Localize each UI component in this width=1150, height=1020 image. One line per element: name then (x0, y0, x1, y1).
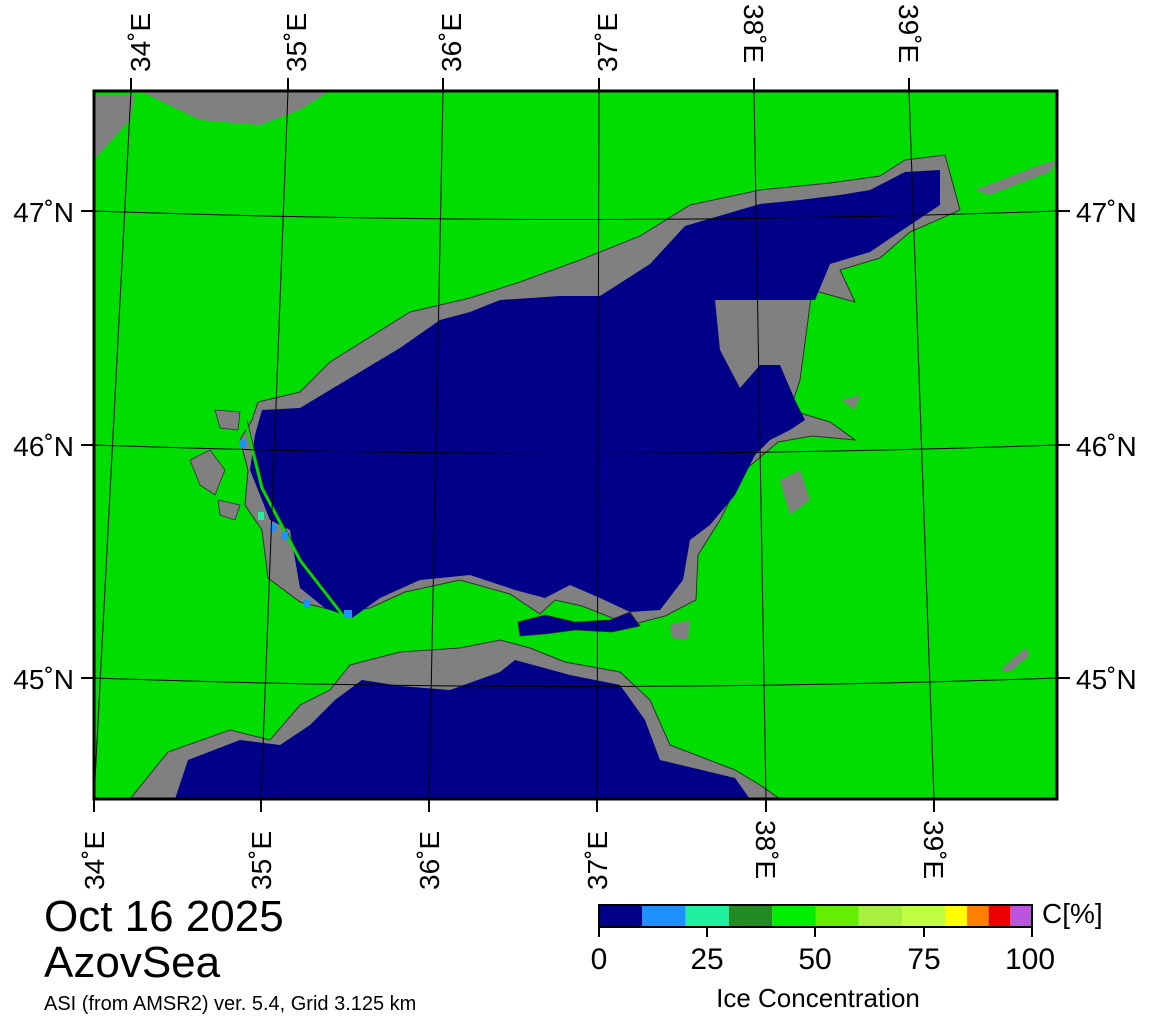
bottom-lon-label: 35˚E (246, 831, 277, 890)
colorbar-tick-label: 100 (1004, 943, 1056, 976)
azov-sea-water (250, 170, 940, 618)
product-description: ASI (from AMSR2) ver. 5.4, Grid 3.125 km (44, 993, 417, 1015)
top-lon-label: 37˚E (592, 13, 623, 72)
parallel-46 (94, 444, 1057, 454)
arabat-spit (243, 419, 347, 619)
colorbar-segment (902, 905, 946, 927)
colorbar-segment (599, 905, 643, 927)
meridian-39 (908, 91, 935, 799)
colorbar-tick-label: 25 (690, 943, 724, 976)
colorbar-segment (945, 905, 968, 927)
bottom-lon-label: 37˚E (582, 831, 613, 890)
graticule (94, 91, 1057, 799)
meridian-34 (94, 91, 132, 799)
colorbar-segment (815, 905, 859, 927)
colorbar-segment (1010, 905, 1032, 927)
colorbar-segment (772, 905, 816, 927)
kerch-strait-water (517, 611, 641, 637)
right-lat-label: 46˚N (1076, 431, 1137, 462)
right-lat-label: 45˚N (1076, 664, 1137, 695)
top-lon-label: 39˚E (893, 4, 924, 63)
colorbar-unit: C[%] (1042, 898, 1103, 929)
colorbar-tick-label: 0 (590, 943, 608, 976)
right-lat-label: 47˚N (1076, 197, 1137, 228)
map-area (94, 91, 1057, 799)
colorbar-segment (642, 905, 686, 927)
top-lon-label: 35˚E (281, 13, 312, 72)
meridian-37 (596, 91, 600, 799)
colorbar-title: Ice Concentration (716, 983, 920, 1013)
top-lon-label: 36˚E (436, 13, 467, 72)
colorbar-segment (685, 905, 729, 927)
meridian-38 (753, 91, 767, 799)
colorbar-segment (728, 905, 773, 927)
parallel-47 (94, 210, 1057, 220)
colorbar-tick-label: 50 (798, 943, 832, 976)
top-lon-label: 34˚E (125, 13, 156, 72)
meridian-35 (260, 91, 289, 799)
region-title: AzovSea (44, 938, 221, 987)
bottom-lon-label: 36˚E (414, 831, 445, 890)
meridian-36 (428, 91, 444, 799)
top-lon-labels: 34˚E 35˚E 36˚E 37˚E 38˚E 39˚E (125, 4, 924, 72)
parallel-45 (94, 677, 1057, 687)
left-lat-label: 46˚N (13, 431, 74, 462)
colorbar (599, 905, 1032, 927)
black-sea-water (175, 660, 750, 799)
bottom-lon-label: 39˚E (918, 820, 949, 879)
colorbar-ticks (598, 927, 1033, 937)
colorbar-tick-label: 75 (907, 943, 941, 976)
left-lat-label: 45˚N (13, 664, 74, 695)
left-lat-label: 47˚N (13, 197, 74, 228)
bottom-lon-labels: 34˚E 35˚E 36˚E 37˚E 38˚E 39˚E (79, 820, 949, 890)
bottom-lon-label: 34˚E (79, 831, 110, 890)
colorbar-segment (967, 905, 989, 927)
lat-labels: 47˚N 46˚N 45˚N 47˚N 46˚N 45˚N (13, 197, 1136, 695)
date-title: Oct 16 2025 (44, 892, 284, 941)
tick-marks (81, 78, 1070, 812)
colorbar-segment (988, 905, 1011, 927)
bottom-lon-label: 38˚E (750, 820, 781, 879)
top-lon-label: 38˚E (738, 4, 769, 63)
colorbar-segment (858, 905, 903, 927)
